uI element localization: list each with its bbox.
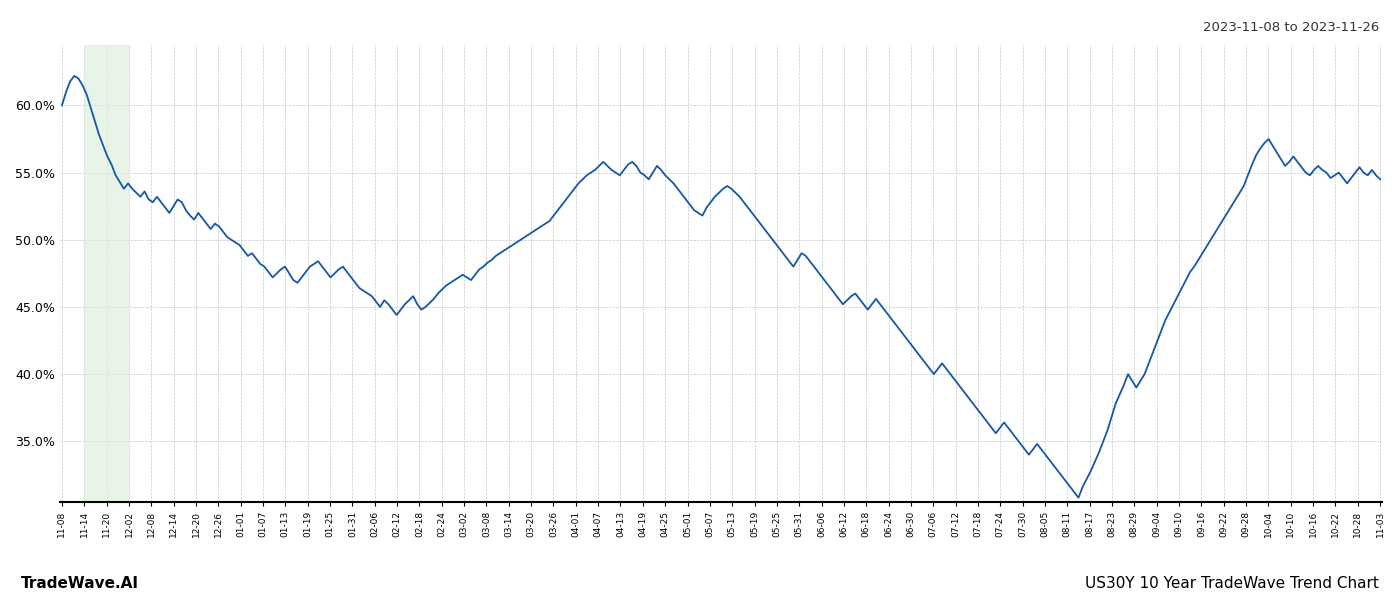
Text: 2023-11-08 to 2023-11-26: 2023-11-08 to 2023-11-26 [1203,21,1379,34]
Text: TradeWave.AI: TradeWave.AI [21,576,139,591]
Text: US30Y 10 Year TradeWave Trend Chart: US30Y 10 Year TradeWave Trend Chart [1085,576,1379,591]
Bar [84,45,129,502]
